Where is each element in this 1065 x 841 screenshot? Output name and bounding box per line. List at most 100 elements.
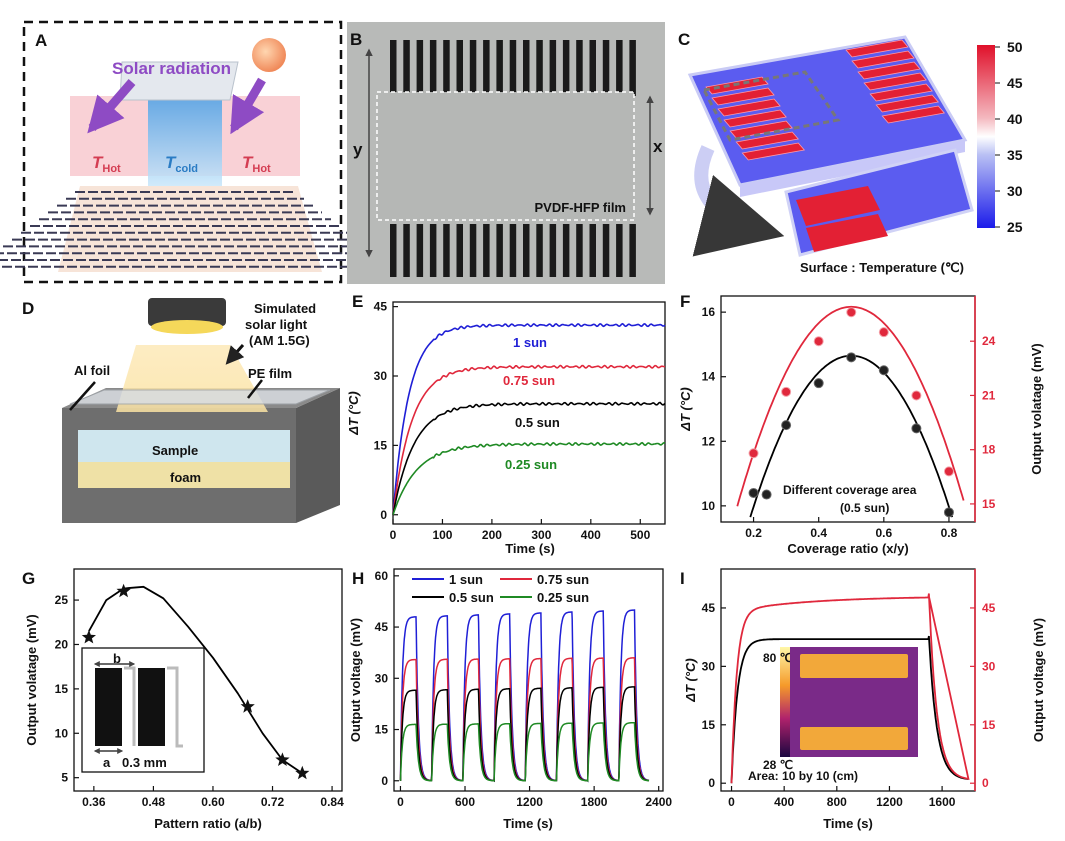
- chart-e-series: [392, 322, 666, 516]
- chart-f-series: [736, 305, 965, 518]
- chart-f-xlabel: Coverage ratio (x/y): [787, 541, 908, 556]
- colorbar-ticks: 50 45 40 35 30 25: [995, 39, 1023, 235]
- chart-i-y2label: Output voltage (mV): [1031, 618, 1046, 742]
- colorbar-tick-label: 50: [1007, 39, 1023, 55]
- x-tick-label: 100: [432, 528, 452, 542]
- y-tick-label: 45: [375, 620, 389, 634]
- y-tick-label: 20: [55, 637, 69, 651]
- e-series-line: [392, 322, 666, 515]
- chart-h-series: [399, 609, 650, 783]
- panel-e: E 0 100 200 300 400 500 0 15 30 45 Time (s) ΔT (°…: [346, 292, 666, 556]
- x-tick-label: 0.60: [201, 795, 225, 809]
- panel-a-label: A: [35, 31, 47, 50]
- pvdf-film-region: [376, 91, 635, 221]
- panel-i: I 0 400 800 1200 1600 0 15 30 45 0 15 30 45 Time (s)…: [680, 568, 1046, 831]
- y-tick-label: 15: [375, 723, 389, 737]
- x-label: x: [653, 137, 663, 156]
- colorbar-tick-label: 25: [1007, 219, 1023, 235]
- inset-gap-label: 0.3 mm: [122, 755, 167, 770]
- x-tick-label: 1600: [929, 795, 956, 809]
- foam-label: foam: [170, 470, 201, 485]
- x-tick-label: 500: [630, 528, 650, 542]
- inset-a-label: a: [103, 755, 111, 770]
- chart-e-xlabel: Time (s): [505, 541, 555, 556]
- colorbar-tick-label: 40: [1007, 111, 1023, 127]
- x-tick-label: 0: [390, 528, 397, 542]
- chart-g-ylabel: Output volatage (mV): [24, 614, 39, 745]
- i-series-line: [730, 635, 969, 784]
- x-tick-label: 600: [455, 795, 475, 809]
- chart-g-ticks: 0.36 0.48 0.60 0.72 0.84 5 10 15 20 25: [55, 593, 344, 809]
- panel-b: B y x PVDF-HFP film: [347, 22, 665, 284]
- chart-h-ylabel: Output voltage (mV): [348, 618, 363, 742]
- y2-tick-label: 30: [982, 659, 996, 673]
- y-tick-label: 60: [375, 569, 389, 583]
- radiation-arrow-left: [87, 79, 136, 134]
- f-point-temp: [878, 365, 889, 376]
- f-point-temp: [748, 487, 759, 498]
- x-tick-label: 0.4: [810, 526, 827, 540]
- chart-h-frame: [393, 568, 664, 792]
- film-label: PVDF-HFP film: [535, 200, 627, 215]
- g-star-point: [81, 629, 96, 644]
- pattern-inset: b a 0.3 mm: [81, 647, 205, 773]
- y2-tick-label: 45: [982, 601, 996, 615]
- colorbar-tick-label: 35: [1007, 147, 1023, 163]
- f-point-voltage: [846, 307, 857, 318]
- f-point-temp: [761, 489, 772, 500]
- zoom-box: [701, 70, 841, 142]
- light-label-2: solar light: [245, 317, 308, 332]
- chart-g-frame: [73, 568, 343, 792]
- t-hot-right: THot: [242, 153, 271, 175]
- x-tick-label: 0.2: [745, 526, 762, 540]
- y-tick-label: 45: [374, 300, 388, 314]
- x-tick-label: 1800: [581, 795, 608, 809]
- chart-h-legend: 1 sun 0.75 sun 0.5 sun 0.25 sun: [412, 572, 589, 605]
- h-legend-075sun: 0.75 sun: [537, 572, 589, 587]
- cold-zone: [148, 96, 222, 186]
- y-tick-label: 0: [381, 774, 388, 788]
- t-cold: Tcold: [165, 153, 198, 175]
- y2-tick-label: 15: [982, 497, 996, 511]
- f-point-temp: [813, 378, 824, 389]
- x-tick-label: 1200: [516, 795, 543, 809]
- chart-f-y2label: Output volatage (mV): [1029, 343, 1044, 474]
- thermal-image-inset: 80 ℃ 28 ℃ Area: 10 by 10 (cm): [748, 647, 918, 783]
- x-tick-label: 0: [397, 795, 404, 809]
- panel-f: F 0.2 0.4 0.6 0.8 10 12 14 16 15 18 21 24 Coverage …: [678, 292, 1044, 556]
- foam-layer: [78, 462, 290, 488]
- sample-layer: [78, 430, 290, 462]
- f-point-voltage: [781, 386, 792, 397]
- f-point-voltage: [911, 390, 922, 401]
- y-tick-label: 16: [702, 305, 716, 319]
- g-star-point: [275, 752, 290, 766]
- y-tick-label: 10: [55, 726, 69, 740]
- f-point-voltage: [943, 466, 954, 477]
- y-tick-label: 45: [702, 601, 716, 615]
- panel-c: C 50 45 40 35 30 25 Surface : Temperature (℃): [678, 30, 1023, 275]
- y-tick-label: 12: [702, 434, 716, 448]
- surface-caption: Surface : Temperature (℃): [800, 260, 964, 275]
- x-tick-label: 1200: [876, 795, 903, 809]
- solar-radiation-label: Solar radiation: [112, 59, 231, 78]
- chart-e-ticks: 0 100 200 300 400 500 0 15 30 45: [374, 300, 651, 542]
- colorbar-tick-label: 45: [1007, 75, 1023, 91]
- x-tick-label: 0.36: [82, 795, 106, 809]
- chart-g-xlabel: Pattern ratio (a/b): [154, 816, 262, 831]
- chart-h-xlabel: Time (s): [503, 816, 553, 831]
- area-label: Area: 10 by 10 (cm): [748, 769, 858, 783]
- x-tick-label: 400: [581, 528, 601, 542]
- g-star-point: [295, 765, 310, 780]
- e-label-1sun: 1 sun: [513, 335, 547, 350]
- f-point-voltage: [813, 336, 824, 347]
- al-foil-label: Al foil: [74, 363, 110, 378]
- y-label: y: [353, 140, 363, 159]
- colorbar: [977, 45, 995, 228]
- pe-film: [69, 389, 331, 405]
- panel-c-label: C: [678, 30, 690, 49]
- chart-f-ylabel: ΔT (°C): [678, 387, 693, 432]
- y-tick-label: 30: [374, 369, 388, 383]
- panel-d-label: D: [22, 299, 34, 318]
- panel-g-label: G: [22, 569, 35, 588]
